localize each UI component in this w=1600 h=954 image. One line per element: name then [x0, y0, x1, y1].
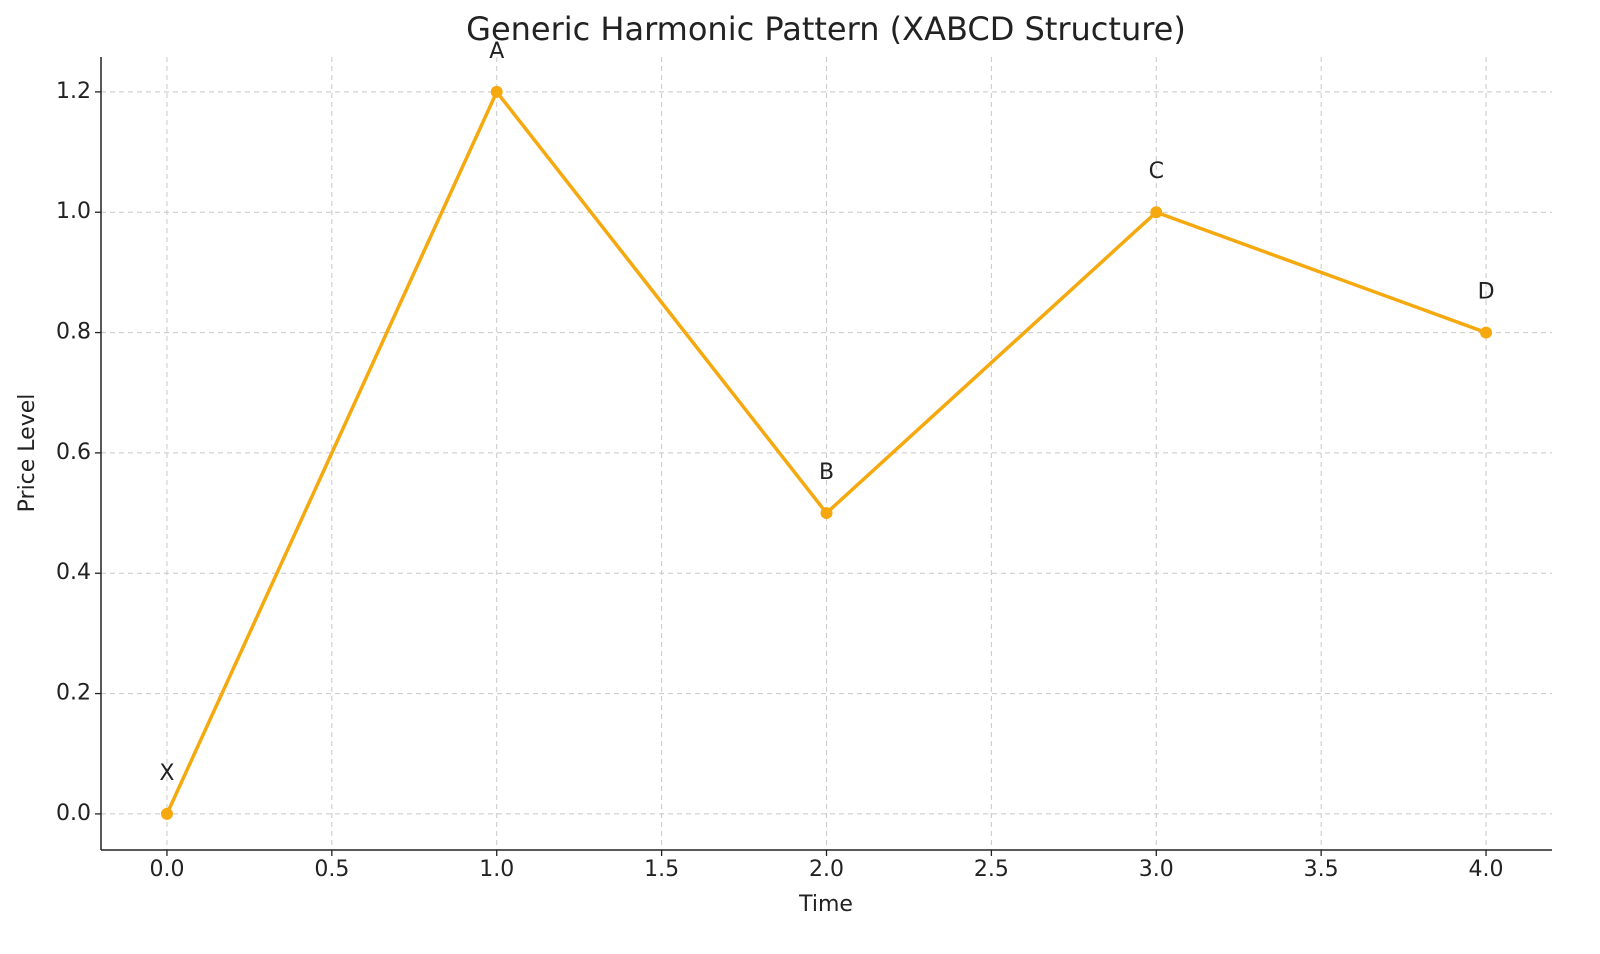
point-label: B [819, 460, 834, 485]
x-tick-label: 1.5 [644, 857, 679, 882]
x-tick-label: 3.0 [1139, 857, 1174, 882]
x-tick-label: 2.0 [809, 857, 844, 882]
x-tick-label: 3.5 [1304, 857, 1339, 882]
y-axis-label: Price Level [15, 394, 40, 513]
x-axis-label: Time [798, 892, 853, 917]
point [1480, 326, 1493, 339]
point-label: C [1149, 159, 1164, 184]
x-tick-label: 0.0 [149, 857, 184, 882]
point [820, 507, 833, 520]
y-tick-label: 1.0 [56, 199, 91, 224]
point-label: X [159, 761, 174, 786]
point-label: D [1478, 280, 1495, 305]
x-tick-label: 1.0 [479, 857, 514, 882]
point [490, 85, 503, 98]
y-tick-label: 0.8 [56, 320, 91, 345]
y-tick-label: 0.6 [56, 440, 91, 465]
point-label: A [489, 39, 504, 64]
y-tick-label: 0.0 [56, 801, 91, 826]
y-tick-label: 1.2 [56, 79, 91, 104]
chart-title: Generic Harmonic Pattern (XABCD Structur… [466, 10, 1186, 48]
y-tick-label: 0.2 [56, 681, 91, 706]
point [1150, 206, 1163, 219]
x-tick-label: 2.5 [974, 857, 1009, 882]
y-tick-label: 0.4 [56, 560, 91, 585]
x-tick-label: 4.0 [1469, 857, 1504, 882]
x-tick-label: 0.5 [314, 857, 349, 882]
point [160, 807, 173, 820]
